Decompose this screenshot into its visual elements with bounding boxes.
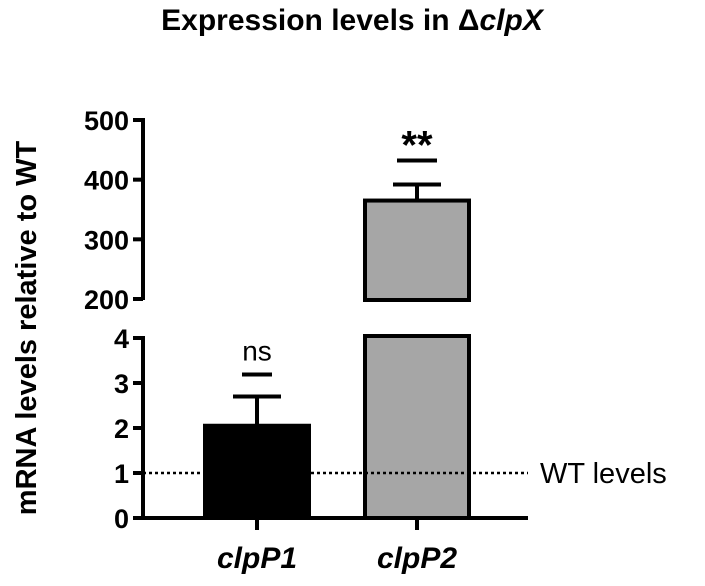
bar-clpP2-upper <box>363 198 471 302</box>
bar-clpP2-lower <box>363 334 471 520</box>
x-tick-label: clpP2 <box>377 542 457 575</box>
significance-label: ** <box>401 123 433 167</box>
y-tick-label: 0 <box>114 504 129 534</box>
y-tick-label: 2 <box>114 414 129 444</box>
chart-title: Expression levels in ΔclpX <box>161 4 545 37</box>
y-axis-label: mRNA levels relative to WT <box>11 141 43 516</box>
y-tick-label: 1 <box>114 459 129 489</box>
reference-line-label: WT levels <box>540 458 667 490</box>
y-tick-label: 200 <box>84 285 129 315</box>
y-tick-label: 4 <box>114 324 129 354</box>
axis-break-gap <box>139 303 539 333</box>
y-tick-label: 3 <box>114 369 129 399</box>
significance-label: ns <box>242 336 272 367</box>
x-tick-label: clpP1 <box>217 542 297 575</box>
y-tick-label: 300 <box>84 225 129 255</box>
y-tick-label: 500 <box>84 106 129 136</box>
y-tick-label: 400 <box>84 166 129 196</box>
